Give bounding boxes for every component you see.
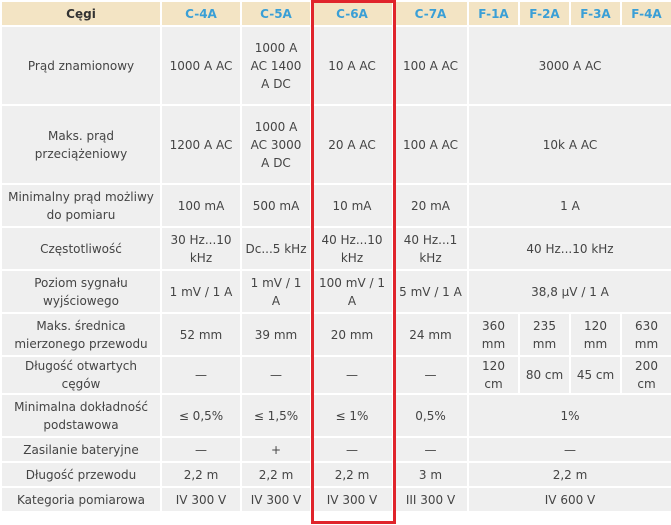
cell: 30 Hz...10 kHz <box>160 226 242 271</box>
cell: 52 mm <box>160 312 242 357</box>
row-label: Zasilanie bateryjne <box>0 436 162 463</box>
spec-table: Cęgi C-4A C-5A C-6A C-7A F-1A F-2A F-3A F-4A Prą… <box>0 0 671 513</box>
cell: 2,2 m <box>160 461 242 488</box>
cell: 20 mm <box>310 312 394 357</box>
cell: 120 mm <box>569 312 622 357</box>
cell: — <box>310 436 394 463</box>
cell: 10 A AC <box>310 25 394 106</box>
header-cell: C-6A <box>310 0 394 27</box>
cell: 630 mm <box>620 312 671 357</box>
table-row: Maks. średnica mierzonego przewodu 52 mm 3… <box>0 312 671 357</box>
cell: — <box>467 436 671 463</box>
cell: — <box>310 355 394 395</box>
table-row: Maks. prąd przeciążeniowy 1200 A AC 1000 A… <box>0 104 671 185</box>
cell: IV 600 V <box>467 486 671 513</box>
cell: 2,2 m <box>467 461 671 488</box>
cell: 100 mV / 1 A <box>310 269 394 314</box>
cell: 1000 A AC 1400 A DC <box>240 25 312 106</box>
header-cell: F-2A <box>518 0 571 27</box>
cell: 2,2 m <box>240 461 312 488</box>
cell: 5 mV / 1 A <box>392 269 469 314</box>
cell: 20 mA <box>392 183 469 228</box>
cell: 10 mA <box>310 183 394 228</box>
table-row: Minimalny prąd możliwy do pomiaru 100 mA 5… <box>0 183 671 228</box>
header-cell: F-3A <box>569 0 622 27</box>
cell: — <box>240 355 312 395</box>
cell: 24 mm <box>392 312 469 357</box>
header-cell: C-5A <box>240 0 312 27</box>
cell: 40 Hz...10 kHz <box>310 226 394 271</box>
cell: Dc...5 kHz <box>240 226 312 271</box>
cell: 100 A AC <box>392 25 469 106</box>
header-cell: F-1A <box>467 0 520 27</box>
cell: 2,2 m <box>310 461 394 488</box>
cell: 100 A AC <box>392 104 469 185</box>
cell: 120 cm <box>467 355 520 395</box>
cell: 1% <box>467 393 671 438</box>
cell: 20 A AC <box>310 104 394 185</box>
cell: 38,8 µV / 1 A <box>467 269 671 314</box>
cell: IV 300 V <box>240 486 312 513</box>
header-row: Cęgi C-4A C-5A C-6A C-7A F-1A F-2A F-3A F-4A <box>0 0 671 27</box>
header-cell: F-4A <box>620 0 671 27</box>
cell: IV 300 V <box>310 486 394 513</box>
cell: 1000 A AC <box>160 25 242 106</box>
cell: 360 mm <box>467 312 520 357</box>
row-label: Minimalna dokładność podstawowa <box>0 393 162 438</box>
cell: 0,5% <box>392 393 469 438</box>
cell: 45 cm <box>569 355 622 395</box>
table-body: Prąd znamionowy 1000 A AC 1000 A AC 1400 A… <box>0 25 671 513</box>
cell: 200 cm <box>620 355 671 395</box>
cell: 1 mV / 1 A <box>160 269 242 314</box>
cell: 500 mA <box>240 183 312 228</box>
header-cell: C-4A <box>160 0 242 27</box>
table-row: Prąd znamionowy 1000 A AC 1000 A AC 1400 A… <box>0 25 671 106</box>
cell: III 300 V <box>392 486 469 513</box>
cell: + <box>240 436 312 463</box>
table-row: Długość otwartych cęgów — — — —120 cm 80 cm 45… <box>0 355 671 395</box>
cell: 10k A AC <box>467 104 671 185</box>
cell: 1000 A AC 3000 A DC <box>240 104 312 185</box>
cell: 1 A <box>467 183 671 228</box>
cell: 40 Hz...1 kHz <box>392 226 469 271</box>
cell: — <box>392 355 469 395</box>
cell: 80 cm <box>518 355 571 395</box>
header-cell: Cęgi <box>0 0 162 27</box>
cell: ≤ 1,5% <box>240 393 312 438</box>
row-label: Długość otwartych cęgów <box>0 355 162 395</box>
cell: 1 mV / 1 A <box>240 269 312 314</box>
cell: 40 Hz...10 kHz <box>467 226 671 271</box>
row-label: Częstotliwość <box>0 226 162 271</box>
cell: 1200 A AC <box>160 104 242 185</box>
row-label: Długość przewodu <box>0 461 162 488</box>
cell: — <box>392 436 469 463</box>
row-label: Minimalny prąd możliwy do pomiaru <box>0 183 162 228</box>
cell: 235 mm <box>518 312 571 357</box>
cell: IV 300 V <box>160 486 242 513</box>
table-row: Kategoria pomiarowa IV 300 V IV 300 V IV 30… <box>0 486 671 513</box>
row-label: Maks. prąd przeciążeniowy <box>0 104 162 185</box>
header-cell: C-7A <box>392 0 469 27</box>
row-label: Prąd znamionowy <box>0 25 162 106</box>
cell: ≤ 1% <box>310 393 394 438</box>
cell: 3 m <box>392 461 469 488</box>
cell: — <box>160 355 242 395</box>
cell: — <box>160 436 242 463</box>
cell: 39 mm <box>240 312 312 357</box>
row-label: Kategoria pomiarowa <box>0 486 162 513</box>
table-row: Częstotliwość 30 Hz...10 kHz Dc...5 kHz 40 … <box>0 226 671 271</box>
table-row: Zasilanie bateryjne — + — — — <box>0 436 671 463</box>
row-label: Poziom sygnału wyjściowego <box>0 269 162 314</box>
cell: 100 mA <box>160 183 242 228</box>
table-row: Minimalna dokładność podstawowa ≤ 0,5% ≤ 1… <box>0 393 671 438</box>
cell: ≤ 0,5% <box>160 393 242 438</box>
row-label: Maks. średnica mierzonego przewodu <box>0 312 162 357</box>
cell: 3000 A AC <box>467 25 671 106</box>
